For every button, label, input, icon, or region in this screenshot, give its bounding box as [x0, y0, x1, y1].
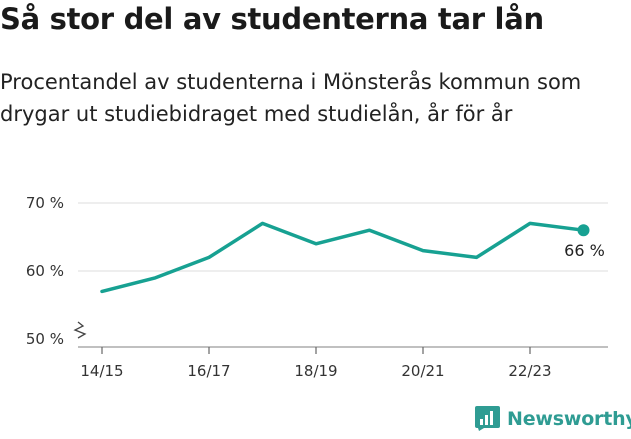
series-line [100, 221, 586, 294]
y-axis-labels: 50 % 60 % 70 % [26, 194, 64, 348]
brand-name: Newsworthy [507, 407, 631, 430]
grid-lines [78, 202, 608, 272]
x-tick-label: 20/21 [401, 362, 444, 380]
last-point-label: 66 % [564, 241, 605, 260]
x-tick-label: 18/19 [294, 362, 337, 380]
x-axis [73, 321, 608, 348]
y-tick-label: 70 % [26, 194, 64, 212]
y-tick-label: 50 % [26, 330, 64, 348]
data-labels: 66 % [564, 241, 605, 260]
chart-subtitle: Procentandel av studenterna i Mönsterås … [0, 70, 582, 126]
x-axis-labels: 14/15 16/17 18/19 20/21 22/23 [80, 347, 552, 380]
x-tick-label: 16/17 [187, 362, 230, 380]
data-series [100, 221, 590, 294]
brand-logo: Newsworthy [475, 406, 631, 431]
axis-break-icon [73, 321, 87, 339]
y-tick-label: 60 % [26, 262, 64, 280]
newsworthy-logo-icon [475, 406, 500, 431]
x-tick-label: 14/15 [80, 362, 123, 380]
chart-title: Så stor del av studenterna tar lån [0, 2, 544, 36]
last-data-point [577, 224, 590, 237]
x-tick-label: 22/23 [508, 362, 551, 380]
